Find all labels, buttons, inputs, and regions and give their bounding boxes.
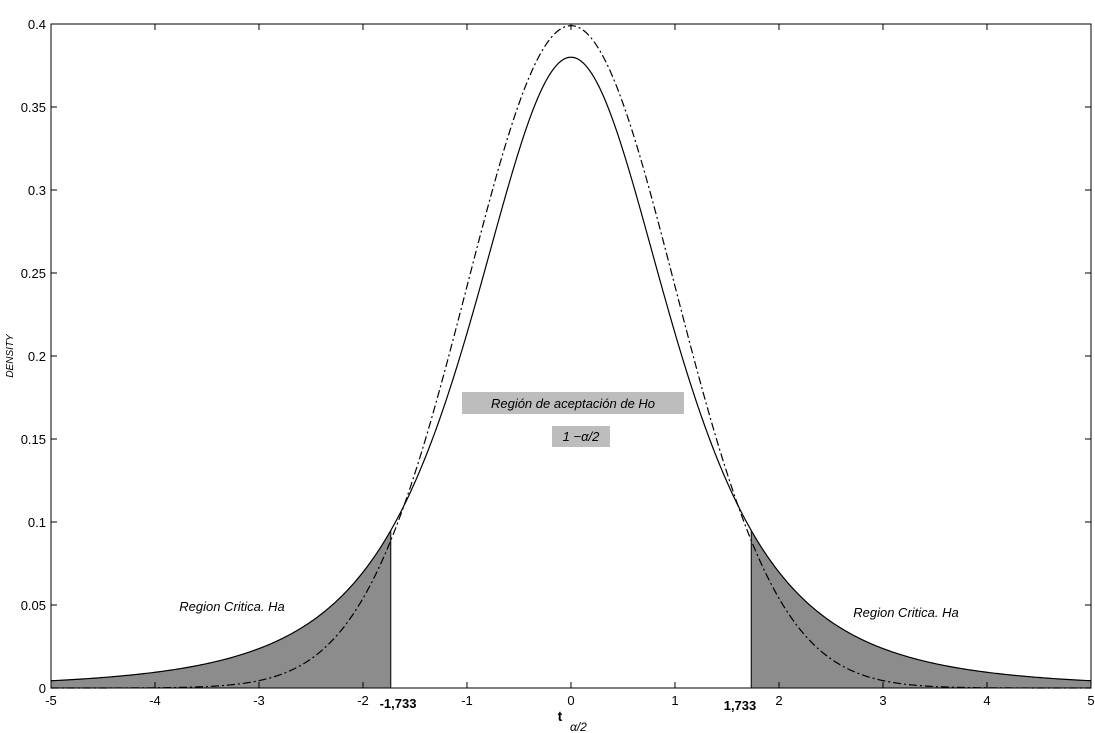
y-tick-label: 0.25 [21,266,46,281]
x-tick-label: 0 [567,693,574,708]
x-axis-label-main: t [558,708,563,724]
y-tick-label: 0 [39,681,46,696]
x-tick-label: -1 [461,693,473,708]
acceptance-value-box [552,426,610,447]
x-tick-label: -2 [357,693,369,708]
acceptance-title-box [462,392,684,414]
tick-layer: -5 -4 -3 -2 -1 0 1 2 3 4 5 0 0.05 0.1 0.15 0.2 0.25 0.3 0.… [21,17,1095,708]
y-tick-label: 0.1 [28,515,46,530]
x-tick-label: 3 [879,693,886,708]
x-tick-label: 1 [671,693,678,708]
critical-region-right-area [751,530,1091,688]
critical-region-left-label: Region Critica. Ha [179,599,285,614]
x-tick-label: 5 [1087,693,1094,708]
x-axis-label-subscript: α/2 [570,720,587,733]
x-axis-label: t α/2 [558,708,588,733]
y-axis-label: DENSITY [5,333,16,378]
critical-value-right-label: 1,733 [724,698,757,713]
acceptance-value: 1 −α/2 [563,429,600,444]
acceptance-title: Región de aceptación de Ho [491,396,655,411]
y-tick-label: 0.2 [28,349,46,364]
x-tick-label: -3 [253,693,265,708]
shade-layer [51,530,1091,688]
critical-region-left-area [51,530,391,688]
t-distribution-curve [50,56,1092,682]
y-tick-label: 0.05 [21,598,46,613]
x-tick-label: 2 [775,693,782,708]
x-tick-label: -5 [45,693,57,708]
y-tick-label: 0.3 [28,183,46,198]
critical-value-left-label: -1,733 [380,696,417,711]
y-tick-label: 0.15 [21,432,46,447]
x-tick-label: -4 [149,693,161,708]
critical-region-right-label: Region Critica. Ha [853,605,959,620]
y-tick-label: 0.4 [28,17,46,32]
y-tick-label: 0.35 [21,100,46,115]
x-tick-label: 4 [983,693,990,708]
